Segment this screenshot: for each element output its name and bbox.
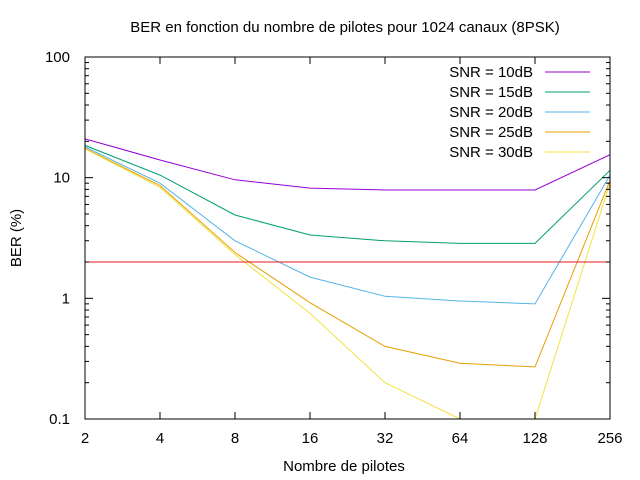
x-tick-label: 2 (81, 430, 89, 447)
y-tick-label: 10 (53, 170, 70, 187)
legend-label-1: SNR = 10dB (449, 64, 533, 81)
x-tick-label: 8 (231, 430, 239, 447)
plot-frame (84, 56, 611, 420)
series-layer (85, 138, 610, 419)
legend-label-2: SNR = 15dB (449, 84, 533, 101)
legend-label-4: SNR = 25dB (449, 124, 533, 141)
y-axis-label: BER (%) (8, 209, 25, 267)
legend: SNR = 10dB SNR = 15dB SNR = 20dB SNR = 25dB… (449, 64, 590, 161)
x-tick-label: 256 (597, 430, 622, 447)
series-line-4 (85, 147, 610, 368)
chart-title: BER en fonction du nombre de pilotes pou… (130, 19, 559, 36)
x-axis-label: Nombre de pilotes (283, 458, 405, 475)
x-tick-label: 16 (302, 430, 319, 447)
series-line-3 (85, 146, 610, 305)
x-tick-label: 32 (377, 430, 394, 447)
series-line-2 (85, 144, 610, 244)
x-tick-label: 4 (156, 430, 164, 447)
legend-label-5: SNR = 30dB (449, 144, 533, 161)
series-line-5 (85, 148, 610, 419)
x-tick-label: 128 (522, 430, 547, 447)
x-tick-label: 64 (452, 430, 469, 447)
y-tick-label: 0.1 (49, 411, 70, 428)
tick-layer: 2 4 8 16 32 64 128 256 0.1 1 10 100 (45, 49, 623, 447)
series-line-1 (85, 138, 610, 191)
y-tick-label: 1 (62, 290, 70, 307)
legend-label-3: SNR = 20dB (449, 104, 533, 121)
y-tick-label: 100 (45, 49, 70, 66)
